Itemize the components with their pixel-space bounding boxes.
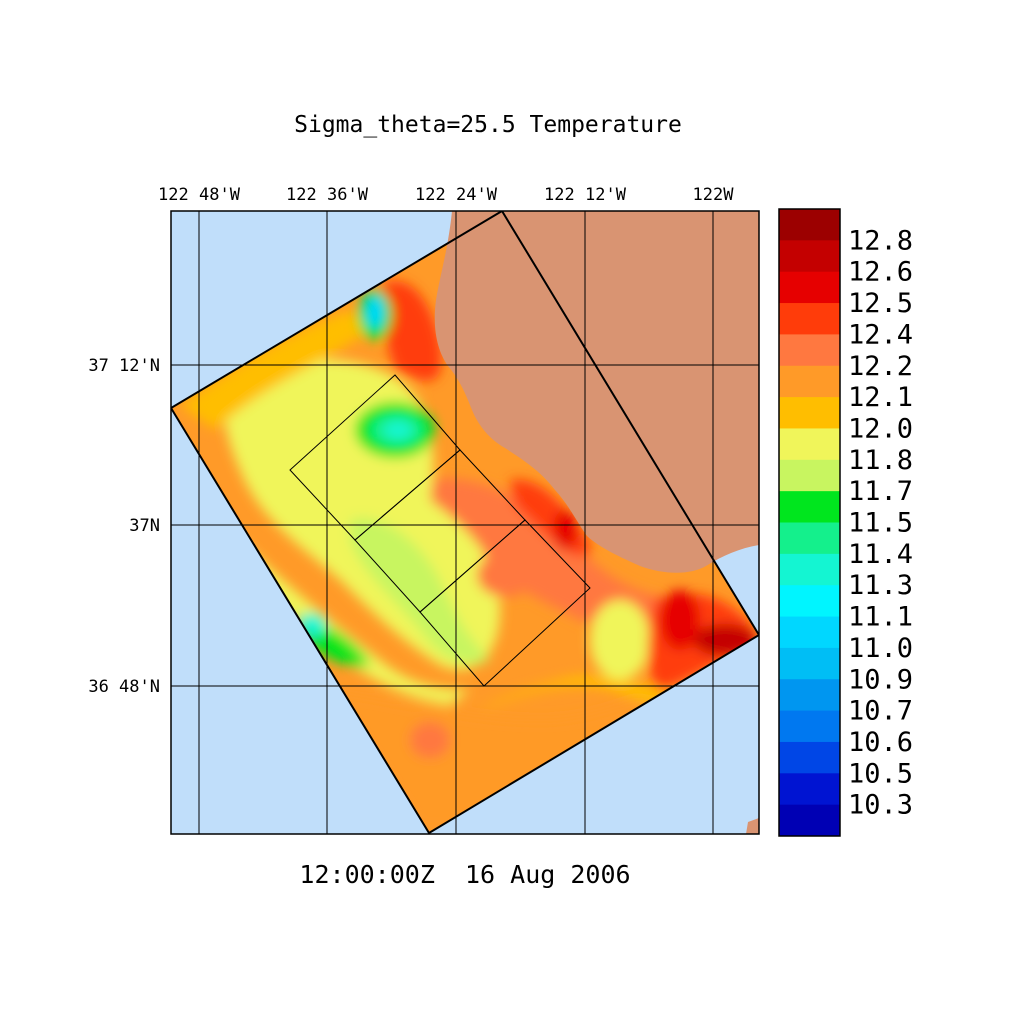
colorbar-label: 12.5 — [848, 288, 913, 319]
colorbar-label: 11.8 — [848, 445, 913, 476]
colorbar-label: 11.3 — [848, 570, 913, 601]
orange-patch-south — [410, 722, 450, 758]
colorbar-swatch — [779, 365, 840, 398]
timestamp: 12:00:00Z 16 Aug 2006 — [299, 860, 630, 889]
colorbar — [778, 208, 841, 837]
colorbar-swatch — [779, 616, 840, 649]
colorbar-label: 10.3 — [848, 790, 913, 821]
latitude-labels: 37 12'N 37N 36 48'N — [88, 356, 160, 697]
orange-patch-center — [477, 553, 533, 597]
colorbar-swatch — [779, 271, 840, 304]
colorbar-swatch — [779, 303, 840, 335]
colorbar-frame — [778, 208, 841, 837]
lon-label: 122 24'W — [415, 185, 498, 205]
lon-label: 122 36'W — [286, 185, 369, 205]
colorbar-label: 10.5 — [848, 758, 913, 789]
subdomain-boxes — [289, 374, 591, 687]
colorbar-labels: 12.812.612.512.412.212.112.011.811.711.5… — [848, 225, 913, 820]
colorbar-swatch — [779, 522, 840, 555]
colorbar-swatch — [779, 491, 840, 523]
colorbar-swatch — [779, 240, 840, 273]
colorbar-label: 11.5 — [848, 508, 913, 539]
colorbar-swatch — [779, 585, 840, 618]
colorbar-swatch — [779, 334, 840, 367]
light-green-patch — [350, 518, 490, 664]
map-plot-area — [171, 211, 759, 834]
colorbar-swatch — [779, 209, 840, 241]
land-islet — [746, 818, 759, 834]
colorbar-label: 11.1 — [848, 602, 913, 633]
colorbar-swatch — [779, 679, 840, 712]
lat-label: 37N — [129, 516, 160, 536]
lon-label: 122W — [693, 185, 735, 205]
longitude-labels: 122 48'W 122 36'W 122 24'W 122 12'W 122W — [158, 185, 734, 205]
yellow-tongue-north — [180, 310, 370, 430]
colorbar-label: 12.8 — [848, 225, 913, 256]
colorbar-swatch — [779, 804, 840, 837]
colorbar-label: 12.0 — [848, 413, 913, 444]
subdomain-box-south — [419, 519, 591, 687]
lon-label: 122 48'W — [158, 185, 241, 205]
colorbar-swatch — [779, 397, 840, 429]
colorbar-swatch — [779, 710, 840, 743]
colorbar-label: 11.7 — [848, 476, 913, 507]
plot-frame — [170, 210, 760, 835]
colorbar-swatch — [779, 553, 840, 586]
cyan-eddy-core — [384, 421, 412, 439]
red-bay-core — [553, 510, 577, 550]
yellow-east-patch — [590, 600, 650, 680]
model-domain-outline — [171, 211, 759, 834]
yellow-southeast-band — [480, 675, 670, 710]
cyan-north-patch — [366, 295, 384, 329]
lat-label: 37 12'N — [88, 356, 160, 376]
colorbar-swatch — [779, 459, 840, 492]
colorbar-label: 12.4 — [848, 319, 913, 350]
graticule — [171, 211, 759, 834]
colorbar-label: 10.7 — [848, 696, 913, 727]
colorbar-label: 12.6 — [848, 257, 913, 288]
red-southeast-inner — [660, 590, 700, 650]
colorbar-label: 10.9 — [848, 664, 913, 695]
colorbar-swatch — [779, 647, 840, 680]
red-coastal-strip — [379, 281, 442, 381]
colorbar-swatch — [779, 773, 840, 806]
map-title: Sigma_theta=25.5 Temperature — [294, 112, 682, 138]
lat-label: 36 48'N — [88, 677, 160, 697]
colorbar-label: 12.1 — [848, 382, 913, 413]
colorbar-swatch — [779, 428, 840, 461]
colorbar-label: 11.4 — [848, 539, 913, 570]
california-coast-land — [434, 211, 759, 573]
colorbar-label: 12.2 — [848, 351, 913, 382]
lon-label: 122 12'W — [544, 185, 627, 205]
colorbar-swatch — [779, 741, 840, 774]
warm-coastal-band — [420, 478, 700, 643]
colorbar-label: 10.6 — [848, 727, 913, 758]
colorbar-label: 11.0 — [848, 633, 913, 664]
